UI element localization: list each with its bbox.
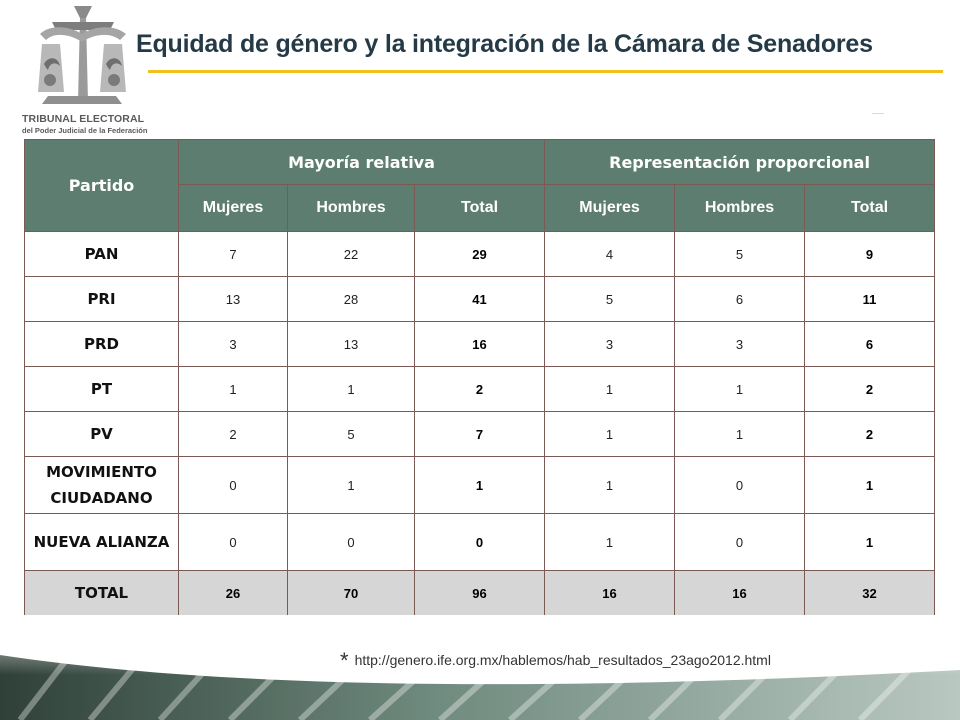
total-rp-total: 32 bbox=[804, 570, 936, 616]
cell-rp-mujeres: 4 bbox=[544, 231, 676, 277]
cell-mr-hombres: 1 bbox=[287, 456, 415, 514]
party-name: PV bbox=[24, 411, 179, 457]
total-row: TOTAL 26 70 96 16 16 32 bbox=[24, 570, 936, 616]
cell-rp-total: 1 bbox=[804, 513, 936, 571]
cell-mr-mujeres: 2 bbox=[178, 411, 288, 457]
header-row-groups: Partido Mayoría relativa Representación … bbox=[24, 139, 936, 232]
total-mr-total: 96 bbox=[413, 570, 546, 616]
cell-rp-mujeres: 3 bbox=[544, 321, 676, 367]
logo-subtitle: del Poder Judicial de la Federación bbox=[22, 126, 148, 135]
cell-mr-total: 2 bbox=[413, 366, 546, 412]
logo-title: TRIBUNAL ELECTORAL bbox=[22, 113, 145, 125]
cell-mr-hombres: 28 bbox=[287, 276, 415, 322]
cell-mr-mujeres: 3 bbox=[178, 321, 288, 367]
decorative-footer-band bbox=[0, 615, 960, 720]
table-row: PRD 3 13 16 3 3 6 bbox=[24, 321, 936, 367]
cell-rp-total: 2 bbox=[804, 411, 936, 457]
cell-rp-total: 6 bbox=[804, 321, 936, 367]
cell-mr-total: 41 bbox=[413, 276, 546, 322]
cell-mr-mujeres: 0 bbox=[178, 513, 288, 571]
divider bbox=[872, 113, 884, 114]
table-row: NUEVA ALIANZA 0 0 0 1 0 1 bbox=[24, 513, 936, 571]
senate-composition-table: Partido Mayoría relativa Representación … bbox=[24, 139, 936, 616]
source-footnote: * http://genero.ife.org.mx/hablemos/hab_r… bbox=[340, 648, 771, 674]
header-rp-hombres: Hombres bbox=[674, 184, 806, 232]
total-rp-hombres: 16 bbox=[674, 570, 806, 616]
total-mr-hombres: 70 bbox=[287, 570, 415, 616]
header-mr-mujeres: Mujeres bbox=[178, 184, 288, 232]
table-row: PT 1 1 2 1 1 2 bbox=[24, 366, 936, 412]
cell-rp-hombres: 0 bbox=[674, 513, 806, 571]
total-rp-mujeres: 16 bbox=[544, 570, 676, 616]
scales-of-justice-icon bbox=[38, 6, 126, 104]
tribunal-electoral-logo: TRIBUNAL ELECTORAL del Poder Judicial de… bbox=[12, 4, 152, 135]
cell-mr-hombres: 22 bbox=[287, 231, 415, 277]
cell-rp-total: 1 bbox=[804, 456, 936, 514]
total-label: TOTAL bbox=[24, 570, 179, 616]
header-mayoria-relativa: Mayoría relativa bbox=[177, 139, 546, 185]
title-underline bbox=[148, 70, 943, 73]
cell-mr-total: 16 bbox=[413, 321, 546, 367]
header-mr-hombres: Hombres bbox=[287, 184, 415, 232]
cell-rp-hombres: 1 bbox=[674, 411, 806, 457]
party-name: PAN bbox=[24, 231, 179, 277]
table-row: PRI 13 28 41 5 6 11 bbox=[24, 276, 936, 322]
table-row: PAN 7 22 29 4 5 9 bbox=[24, 231, 936, 277]
header-party: Partido bbox=[24, 139, 179, 232]
party-name: PRD bbox=[24, 321, 179, 367]
cell-mr-total: 29 bbox=[413, 231, 546, 277]
cell-rp-total: 9 bbox=[804, 231, 936, 277]
cell-rp-mujeres: 1 bbox=[544, 366, 676, 412]
header-representacion-proporcional: Representación proporcional bbox=[544, 139, 936, 185]
party-name: PT bbox=[24, 366, 179, 412]
cell-rp-mujeres: 1 bbox=[544, 456, 676, 514]
party-name: PRI bbox=[24, 276, 179, 322]
table-row: MOVIMIENTO CIUDADANO 0 1 1 1 0 1 bbox=[24, 456, 936, 514]
cell-mr-hombres: 5 bbox=[287, 411, 415, 457]
cell-rp-hombres: 0 bbox=[674, 456, 806, 514]
cell-rp-mujeres: 1 bbox=[544, 411, 676, 457]
cell-rp-total: 11 bbox=[804, 276, 936, 322]
cell-mr-total: 0 bbox=[413, 513, 546, 571]
cell-rp-hombres: 5 bbox=[674, 231, 806, 277]
cell-mr-hombres: 0 bbox=[287, 513, 415, 571]
cell-mr-hombres: 13 bbox=[287, 321, 415, 367]
page-title: Equidad de género y la integración de la… bbox=[136, 30, 873, 58]
cell-mr-mujeres: 0 bbox=[178, 456, 288, 514]
cell-mr-total: 1 bbox=[413, 456, 546, 514]
cell-mr-hombres: 1 bbox=[287, 366, 415, 412]
party-name: NUEVA ALIANZA bbox=[24, 513, 179, 571]
party-name: MOVIMIENTO CIUDADANO bbox=[24, 456, 179, 514]
header-row-subcolumns: Mujeres Hombres Total Mujeres Hombres To… bbox=[25, 184, 936, 232]
cell-mr-mujeres: 7 bbox=[178, 231, 288, 277]
header-mr-total: Total bbox=[413, 184, 546, 232]
cell-rp-total: 2 bbox=[804, 366, 936, 412]
cell-rp-hombres: 3 bbox=[674, 321, 806, 367]
source-link[interactable]: http://genero.ife.org.mx/hablemos/hab_re… bbox=[354, 652, 771, 668]
cell-rp-hombres: 6 bbox=[674, 276, 806, 322]
cell-mr-mujeres: 1 bbox=[178, 366, 288, 412]
header-rp-total: Total bbox=[804, 184, 936, 232]
cell-rp-mujeres: 5 bbox=[544, 276, 676, 322]
header-rp-mujeres: Mujeres bbox=[544, 184, 676, 232]
cell-rp-mujeres: 1 bbox=[544, 513, 676, 571]
total-mr-mujeres: 26 bbox=[178, 570, 288, 616]
footnote-asterisk: * bbox=[340, 648, 349, 673]
cell-mr-total: 7 bbox=[413, 411, 546, 457]
cell-rp-hombres: 1 bbox=[674, 366, 806, 412]
cell-mr-mujeres: 13 bbox=[178, 276, 288, 322]
table-row: PV 2 5 7 1 1 2 bbox=[24, 411, 936, 457]
